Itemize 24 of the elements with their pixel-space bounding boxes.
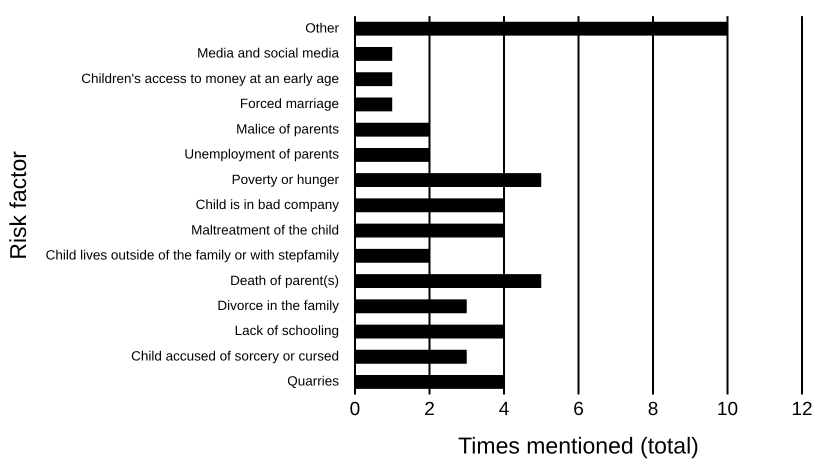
y-tick-label: Child lives outside of the family or with stepfamily	[46, 248, 340, 263]
x-tick-label: 12	[791, 399, 813, 420]
y-tick-label: Other	[305, 20, 340, 36]
y-tick-label: Quarries	[287, 374, 340, 389]
y-tick-label: Malice of parents	[236, 121, 340, 136]
y-tick-label: Unemployment of parents	[184, 146, 340, 162]
x-tick-label: 10	[716, 399, 738, 420]
y-tick-label: Child accused of sorcery or cursed	[131, 348, 339, 364]
y-tick-label: Child is in bad company	[196, 197, 340, 212]
y-tick-label: Divorce in the family	[217, 298, 340, 313]
x-tick-label: 0	[350, 399, 360, 420]
x-tick-label: 6	[573, 399, 584, 420]
y-tick-label: Children's access to money at an early age	[81, 70, 339, 86]
x-axis-title: Times mentioned (total)	[458, 432, 699, 459]
y-tick-label: Media and social media	[197, 46, 340, 61]
x-tick-label: 4	[498, 399, 510, 420]
x-tick-label: 8	[648, 399, 658, 420]
y-tick-label: Lack of schooling	[234, 323, 339, 338]
y-tick-label: Forced marriage	[240, 96, 339, 112]
x-tick-label: 2	[424, 399, 435, 420]
y-axis-title: Risk factor	[5, 150, 32, 260]
y-tick-label: Poverty or hunger	[232, 172, 340, 187]
y-tick-label: Maltreatment of the child	[191, 222, 339, 238]
y-tick-label: Death of parent(s)	[230, 272, 339, 288]
